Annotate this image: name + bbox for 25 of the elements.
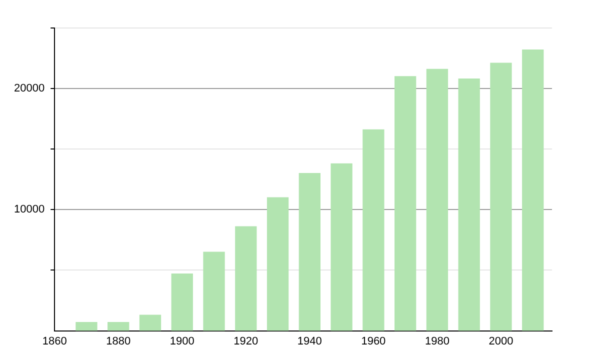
bar — [330, 163, 352, 331]
bar — [394, 76, 416, 331]
bar — [362, 129, 384, 331]
bar — [171, 274, 193, 331]
bar — [139, 314, 162, 331]
bar — [203, 252, 225, 331]
x-tick-label: 1960 — [361, 335, 386, 348]
x-tick-label: 1860 — [42, 335, 67, 348]
bar — [426, 68, 448, 331]
x-tick-label: 1900 — [170, 335, 194, 348]
x-tick-label: 2000 — [488, 335, 514, 348]
y-tick-label: 20000 — [14, 82, 45, 95]
bar — [76, 322, 98, 331]
bar — [458, 78, 480, 331]
bar — [235, 226, 257, 331]
x-tick-label: 1920 — [234, 335, 258, 348]
bar — [108, 322, 130, 331]
y-tick-label: 10000 — [14, 204, 45, 216]
bar — [266, 197, 289, 331]
bar — [522, 49, 544, 331]
x-tick-label: 1980 — [424, 335, 450, 348]
x-tick-label: 1880 — [106, 335, 131, 348]
bar — [490, 62, 512, 331]
bar — [298, 173, 320, 331]
x-tick-label: 1940 — [297, 335, 322, 348]
